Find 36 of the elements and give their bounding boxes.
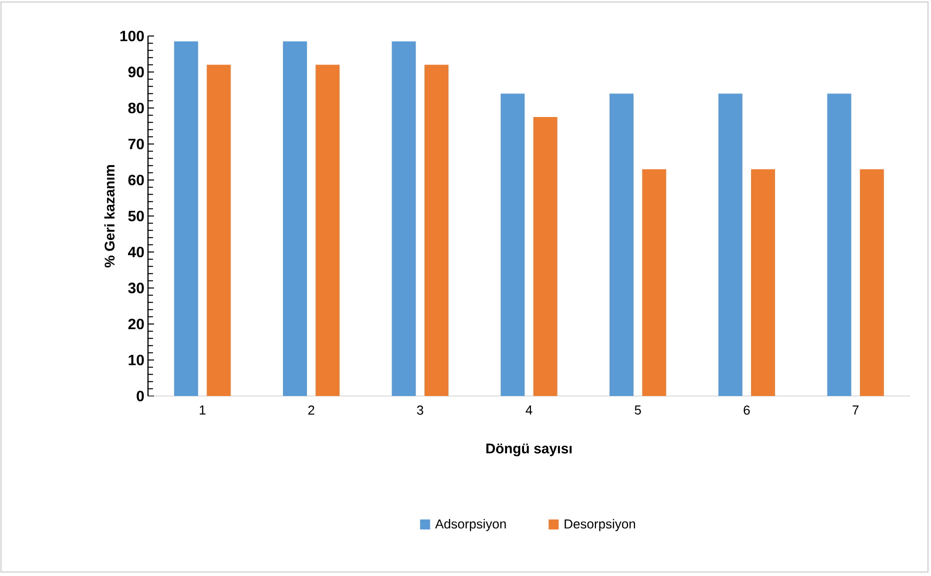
x-tick-label: 7: [852, 406, 859, 414]
y-tick-label: 50: [128, 210, 144, 222]
bar: [392, 41, 416, 396]
bar: [424, 64, 448, 396]
x-tick-label: 2: [308, 406, 314, 415]
bar: [827, 94, 852, 396]
y-tick-label: 30: [128, 282, 144, 294]
y-tick-label: 90: [128, 66, 144, 78]
bar: [206, 64, 231, 396]
y-tick-label: 80: [128, 102, 144, 114]
x-tick-label: 5: [634, 406, 641, 415]
x-tick-label: 1: [200, 406, 206, 414]
legend-label: Desorpsiyon: [564, 519, 636, 532]
bar: [718, 94, 742, 396]
y-tick-label: 100: [120, 30, 144, 42]
x-tick-label: 6: [744, 406, 750, 415]
y-tick-label: 10: [128, 354, 144, 366]
y-tick-label: 40: [128, 246, 144, 258]
bar: [500, 94, 525, 396]
y-tick-label: 0: [136, 390, 144, 402]
bar: [316, 64, 340, 396]
y-axis-title: % Geri kazanım: [104, 165, 115, 268]
bar: [860, 169, 884, 396]
bar: [751, 169, 776, 396]
x-tick-label: 4: [526, 406, 532, 414]
x-axis-title: Döngü sayısı: [486, 444, 572, 456]
y-tick-label: 70: [128, 138, 144, 150]
bar: [642, 169, 666, 396]
bar: [282, 41, 307, 396]
y-tick-label: 20: [128, 318, 144, 330]
y-tick-label: 60: [128, 174, 144, 186]
bar: [533, 117, 558, 396]
legend-label: Adsorpsiyon: [435, 519, 506, 532]
bar: [610, 94, 634, 396]
x-tick-label: 3: [417, 406, 424, 415]
bar: [174, 41, 198, 396]
